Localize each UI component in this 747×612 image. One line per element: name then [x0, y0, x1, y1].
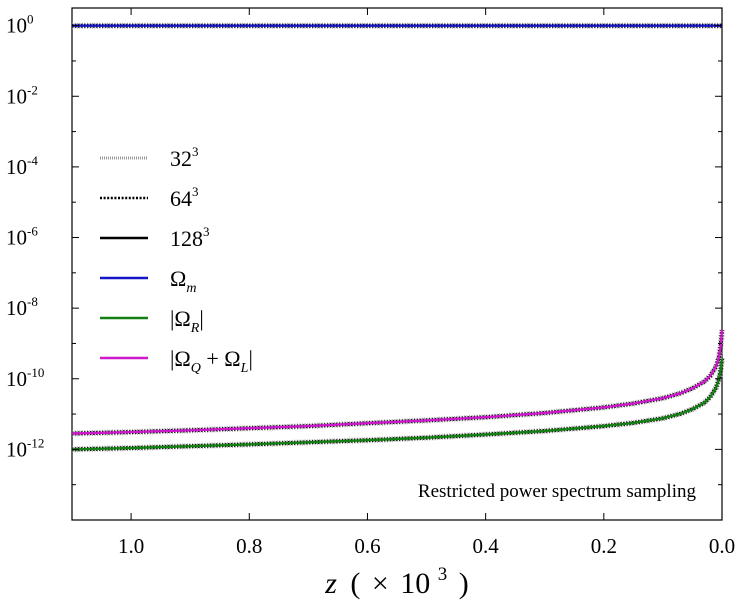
x-tick-label: 0.2 — [591, 534, 617, 558]
y-tick-label: 10-10 — [6, 365, 44, 391]
tick-layer: 1.0 0.8 0.6 0.4 0.2 0.0 100 10-2 10-4 10-6 10-8 10-… — [6, 8, 735, 558]
legend: 323 643 1283 Ωm |ΩR| |ΩQ + ΩL| — [100, 144, 253, 376]
legend-label-4: |ΩR| — [170, 306, 204, 336]
plot-frame — [71, 7, 723, 521]
legend-label-0: 323 — [170, 144, 199, 171]
x-tick-label: 0.6 — [354, 534, 380, 558]
annotation: Restricted power spectrum sampling — [418, 481, 697, 502]
y-tick-label: 10-6 — [6, 224, 38, 250]
legend-label-3: Ωm — [170, 266, 196, 296]
x-tick-label: 0.8 — [236, 534, 262, 558]
x-tick-label: 0.0 — [709, 534, 735, 558]
legend-label-2: 1283 — [170, 224, 210, 251]
series-1-line — [71, 358, 724, 451]
y-tick-label: 10-8 — [6, 294, 38, 320]
x-tick-label: 0.4 — [473, 534, 500, 558]
x-axis-label: z ( × 10 3 ) — [324, 554, 469, 600]
legend-label-1: 643 — [170, 184, 199, 211]
series-2-line — [71, 329, 724, 435]
x-tick-label: 1.0 — [118, 534, 144, 558]
legend-label-5: |ΩQ + ΩL| — [170, 346, 253, 376]
y-tick-label: 100 — [6, 12, 34, 38]
y-tick-label: 10-2 — [6, 82, 38, 108]
y-tick-label: 10-12 — [6, 435, 44, 461]
series-layer — [71, 22, 725, 453]
y-tick-label: 10-4 — [6, 153, 38, 179]
